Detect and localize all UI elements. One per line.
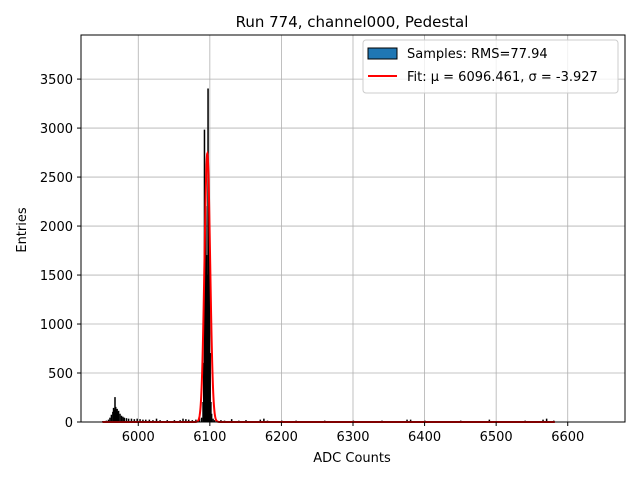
histogram-bar [117,410,120,423]
x-tick-label: 6100 [193,430,226,445]
x-tick-label: 6200 [265,430,298,445]
y-tick-label: 500 [48,367,73,382]
legend-samples-swatch [367,47,398,60]
histogram-bar [210,413,213,423]
histogram-bar [200,417,203,423]
x-tick-label: 6400 [408,430,441,445]
legend-samples-label: Samples: RMS=77.94 [407,47,548,62]
legend: Samples: RMS=77.94 Fit: μ = 6096.461, σ … [362,39,619,94]
y-tick-label: 3000 [40,122,73,137]
chart-title: Run 774, channel000, Pedestal [236,13,469,31]
y-axis-title: Entries [15,207,30,253]
legend-box [362,39,619,94]
x-tick-label: 6000 [122,430,155,445]
histogram-bar [110,414,113,423]
x-axis-ticks: 6000 6100 6200 6300 6400 6500 6600 [122,422,584,445]
x-tick-label: 6300 [336,430,369,445]
x-tick-label: 6500 [480,430,513,445]
histogram-bar [119,413,121,423]
y-tick-label: 3500 [40,73,73,88]
x-tick-label: 6600 [551,430,584,445]
y-tick-label: 1000 [40,318,73,333]
y-tick-label: 1500 [40,269,73,284]
x-axis-title: ADC Counts [313,451,391,466]
y-tick-label: 0 [65,416,73,431]
y-axis-ticks: 0 500 1000 1500 2000 2500 3000 3500 [40,73,81,431]
y-tick-label: 2000 [40,220,73,235]
legend-fit-label: Fit: μ = 6096.461, σ = -3.927 [407,70,598,85]
y-tick-label: 2500 [40,171,73,186]
